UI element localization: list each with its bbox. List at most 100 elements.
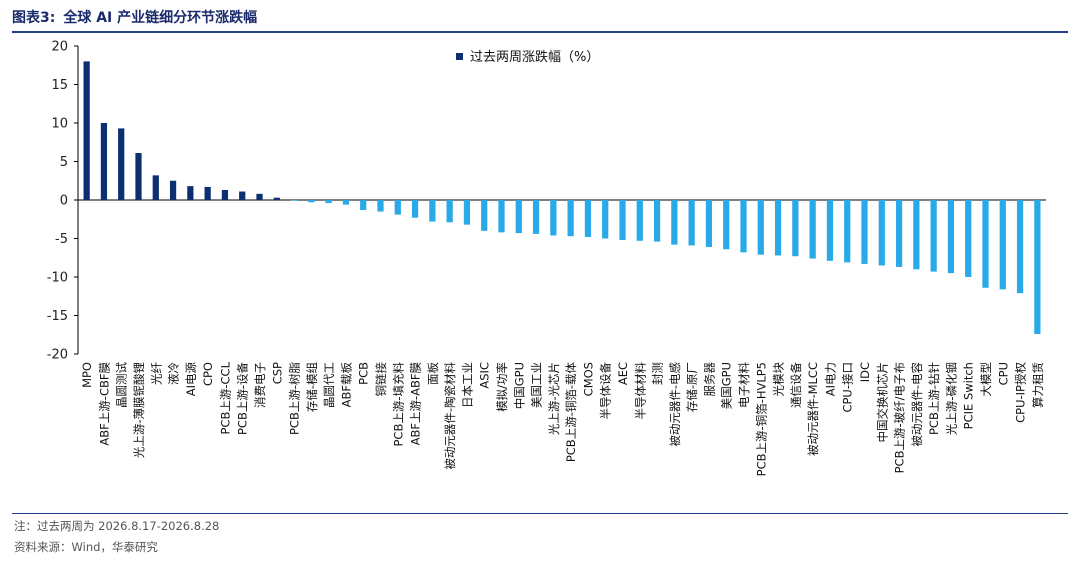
source-note: 资料来源：Wind，华泰研究 <box>14 540 158 554</box>
x-tick-label: 半导体设备 <box>599 362 613 420</box>
bar <box>446 200 453 223</box>
x-tick-label: CPU-接口 <box>841 362 855 413</box>
x-tick-label: 美国工业 <box>530 362 544 408</box>
x-tick-label: PCB上游-填充料 <box>391 362 405 447</box>
x-tick-label: PCIE Switch <box>962 362 976 429</box>
x-tick-label: 光模块 <box>772 362 786 397</box>
bar <box>429 200 436 222</box>
x-tick-label: 被动元器件-MLCC <box>806 362 820 456</box>
bar <box>930 200 937 272</box>
x-tick-label: AI电力 <box>823 362 837 396</box>
x-tick-label: 面板 <box>426 362 440 385</box>
x-tick-label: 被动元器件-陶瓷材料 <box>443 362 457 470</box>
bar <box>550 200 557 236</box>
bar <box>463 200 471 225</box>
footnote: 注：过去两周为 2026.8.17-2026.8.28 <box>14 519 220 533</box>
bar <box>411 200 419 218</box>
x-tick-label: 被动元器件-电容 <box>910 362 924 447</box>
y-tick-label: -5 <box>55 232 68 247</box>
bar <box>653 200 661 242</box>
x-tick-label: 大模型 <box>979 362 993 397</box>
bar <box>844 200 851 263</box>
bar <box>584 200 592 237</box>
bar <box>135 153 142 200</box>
x-tick-label: 晶圆代工 <box>322 362 336 408</box>
bar <box>671 200 678 245</box>
bar <box>965 200 972 277</box>
x-tick-label: 铜链接 <box>374 362 388 397</box>
x-tick-label: 服务器 <box>702 362 716 397</box>
bar <box>757 200 764 255</box>
bar <box>740 200 747 253</box>
x-tick-label: 半导体材料 <box>633 362 647 420</box>
bar <box>947 200 955 274</box>
x-tick-label: 存储-原厂 <box>685 362 699 412</box>
x-tick-label: 液冷 <box>167 362 181 385</box>
figure-header: 图表3: 全球 AI 产业链细分环节涨跌幅 <box>12 6 1068 32</box>
x-tick-label: PCB上游-玻纤/电子布 <box>893 362 907 473</box>
x-tick-label: 晶圆测试 <box>115 362 129 408</box>
x-tick-label: AEC <box>616 362 630 385</box>
bar <box>999 200 1006 290</box>
bar <box>118 128 125 200</box>
bar <box>239 191 246 200</box>
bar <box>895 200 903 267</box>
x-tick-label: 封测 <box>651 362 665 385</box>
bar <box>498 200 505 233</box>
x-tick-label: PCB上游-设备 <box>236 362 250 436</box>
bar <box>619 200 626 241</box>
x-tick-label: 光上游-薄膜铌酸锂 <box>132 362 146 458</box>
bar <box>688 200 695 246</box>
bar <box>809 200 816 259</box>
x-tick-label: PCB <box>357 362 371 385</box>
y-tick-label: 10 <box>51 117 68 132</box>
x-tick-label: CPU <box>996 362 1010 385</box>
bar <box>325 200 332 204</box>
x-tick-label: 光上游-光芯片 <box>547 362 561 435</box>
x-tick-label: 存储-模组 <box>305 362 319 413</box>
bar <box>221 189 229 200</box>
y-tick-label: 5 <box>60 155 68 170</box>
bar <box>308 200 315 203</box>
bar <box>169 180 177 200</box>
bar <box>636 200 643 241</box>
y-tick-label: -10 <box>47 271 68 286</box>
x-tick-label: PCB上游-钻针 <box>927 362 941 435</box>
x-tick-label: 光纤 <box>149 362 163 385</box>
bar <box>377 200 384 212</box>
bar <box>774 200 782 256</box>
x-tick-label: PCB上游-铜箔-HVLP5 <box>754 362 768 476</box>
x-tick-label: 光上游-磷化铟 <box>944 362 958 435</box>
x-tick-label: 电子材料 <box>737 362 751 408</box>
bar <box>861 200 868 264</box>
figure-number: 图表3: <box>12 10 56 26</box>
x-tick-label: CPU-IP授权 <box>1014 362 1028 423</box>
x-tick-label: PCB上游-树脂 <box>288 362 302 435</box>
x-tick-label: 模拟/功率 <box>495 362 509 412</box>
y-tick-label: -20 <box>47 348 68 363</box>
bar <box>913 200 920 270</box>
y-tick-label: 15 <box>51 78 68 93</box>
bar <box>1034 200 1041 334</box>
x-tick-label: 通信设备 <box>789 362 803 408</box>
legend-swatch <box>456 53 463 60</box>
bar <box>342 200 350 205</box>
x-tick-label: ASIC <box>478 362 492 389</box>
y-tick-label: 20 <box>51 40 68 55</box>
bar <box>152 175 159 200</box>
x-tick-label: MPO <box>80 362 94 388</box>
x-tick-label: 美国GPU <box>720 362 734 409</box>
bar <box>100 123 108 200</box>
bar <box>982 200 989 288</box>
figure-title-text: 全球 AI 产业链细分环节涨跌幅 <box>63 10 258 26</box>
x-tick-label: 日本工业 <box>460 362 474 408</box>
x-tick-label: 中国GPU <box>512 362 526 409</box>
bar <box>290 200 298 201</box>
bar <box>394 200 401 215</box>
footer-rule <box>12 513 1068 514</box>
x-tick-label: 中国交换机芯片 <box>875 362 889 443</box>
x-tick-label: 算力租赁 <box>1031 362 1045 408</box>
x-tick-label: CMOS <box>581 362 595 396</box>
x-tick-label: CSP <box>270 362 284 384</box>
